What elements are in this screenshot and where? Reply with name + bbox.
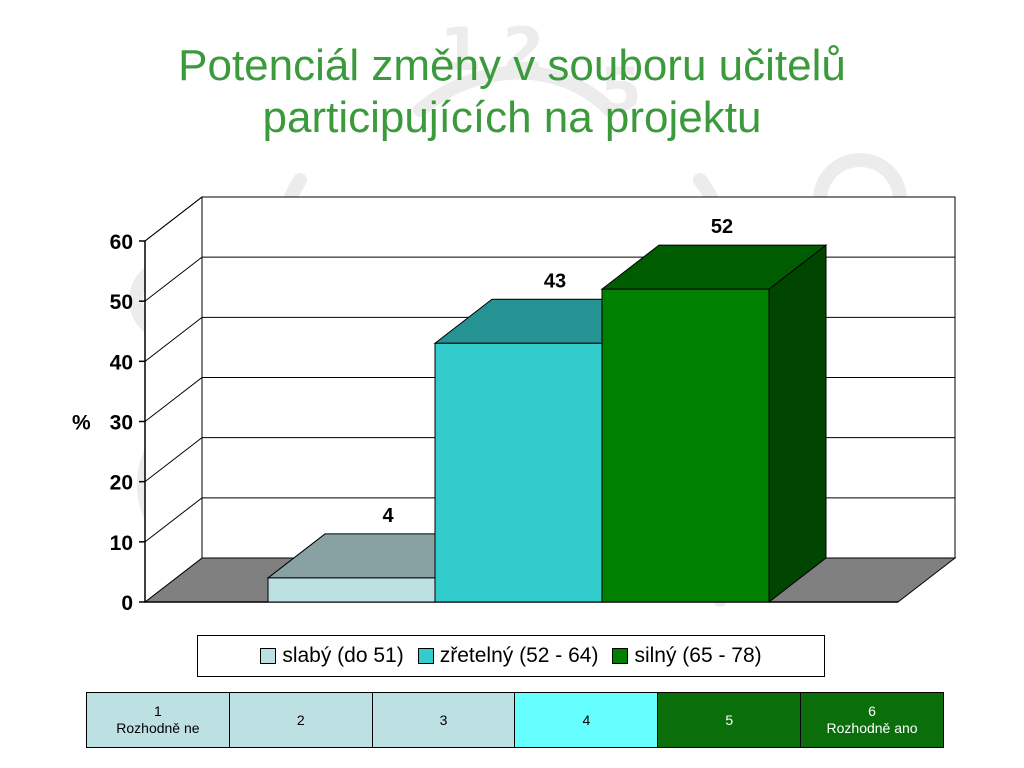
y-tick-label-0: 0 [121,592,133,615]
scale-cell-2: 2 [229,693,373,747]
y-tick-label-30: 30 [110,412,133,435]
y-tick-label-20: 20 [110,472,133,495]
legend-swatch-zretelny [417,648,434,664]
scale-cell-4: 4 [515,693,659,747]
gridline-left-10 [144,497,203,543]
legend-label-silny: silný (65 - 78) [634,644,762,667]
bar-front-2 [434,342,603,603]
bar-front-3 [601,288,770,603]
legend-swatch-slaby [260,648,277,664]
scale-cell-1: 1 Rozhodně ne [87,693,230,747]
y-axis-label: % [72,412,91,435]
scale-num-6: 6 [868,703,876,719]
svg-text:5: 5 [600,55,642,125]
scale-num-5: 5 [725,711,734,728]
gridline-left-50 [144,256,203,302]
bar-side-3 [768,244,827,604]
gridline-left-20 [144,437,203,483]
legend-item-silny: silný (65 - 78) [612,644,762,668]
slide-title-line2: participujících na projektu [262,93,762,142]
gridline-left-40 [144,316,203,362]
slide-title-line1: Potenciál změny v souboru učitelů [178,41,846,90]
data-label-3: 52 [711,216,733,238]
legend-item-slaby: slabý (do 51) [260,644,404,668]
bar-front-1 [267,577,436,603]
legend-swatch-silny [612,648,629,664]
bar-3 [600,244,828,604]
svg-text:1 2: 1 2 [440,15,544,85]
gridline-left-30 [144,377,203,422]
y-tick-label-40: 40 [110,351,133,374]
scale-text-1: Rozhodně ne [116,720,200,736]
data-label-2: 43 [544,270,566,292]
data-labels: 4 43 52 [382,216,733,527]
bars [266,244,828,604]
rating-scale: 1 Rozhodně ne 2 3 4 5 6 Rozhodně ano [86,692,944,748]
data-label-1: 4 [382,505,394,527]
y-tick-label-60: 60 [110,231,133,254]
scale-cell-6: 6 Rozhodně ano [801,693,943,747]
legend-item-zretelny: zřetelný (52 - 64) [417,644,599,668]
scale-num-3: 3 [439,711,448,728]
scale-num-4: 4 [582,711,591,728]
gridline-left-60 [144,196,203,242]
legend-label-zretelny: zřetelný (52 - 64) [439,644,599,667]
legend-label-slaby: slabý (do 51) [282,644,404,667]
bar-chart: 0 10 20 30 40 50 60 4 43 52 % [72,195,957,615]
scale-num-2: 2 [296,711,305,728]
scale-text-6: Rozhodně ano [826,720,918,736]
scale-cell-5: 5 [658,693,802,747]
scale-cell-3: 3 [372,693,516,747]
y-tick-label-10: 10 [110,532,133,555]
y-tick-label-50: 50 [110,291,133,314]
scale-num-1: 1 [154,703,162,719]
chart-legend: slabý (do 51) zřetelný (52 - 64) silný (… [197,635,825,677]
slide-title: Potenciál změny v souboru učitelů partic… [0,40,1024,144]
